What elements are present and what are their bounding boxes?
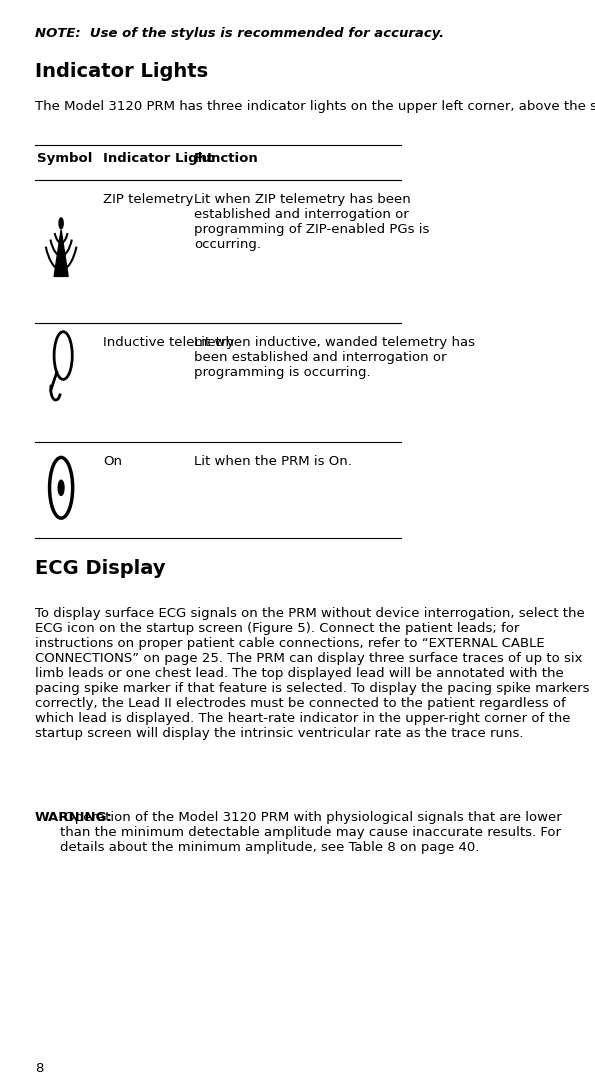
Text: Indicator Lights: Indicator Lights [35,62,208,81]
Text: Symbol: Symbol [37,152,93,165]
Text: To display surface ECG signals on the PRM without device interrogation, select t: To display surface ECG signals on the PR… [35,607,590,740]
Text: ZIP telemetry: ZIP telemetry [103,193,193,206]
Text: ECG Display: ECG Display [35,559,165,579]
Circle shape [59,218,63,229]
Text: NOTE:  Use of the stylus is recommended for accuracy.: NOTE: Use of the stylus is recommended f… [35,27,444,40]
Text: 8: 8 [35,1062,43,1075]
Text: WARNING:: WARNING: [35,811,113,824]
Polygon shape [54,230,68,276]
Text: The Model 3120 PRM has three indicator lights on the upper left corner, above th: The Model 3120 PRM has three indicator l… [35,100,595,113]
Text: Indicator Light: Indicator Light [103,152,214,165]
Text: Lit when inductive, wanded telemetry has
been established and interrogation or
p: Lit when inductive, wanded telemetry has… [194,336,475,379]
Text: Function: Function [194,152,259,165]
Text: Inductive telemetry: Inductive telemetry [103,336,234,349]
Circle shape [58,480,64,495]
Text: On: On [103,455,122,468]
Text: Lit when the PRM is On.: Lit when the PRM is On. [194,455,352,468]
Text: Operation of the Model 3120 PRM with physiological signals that are lower than t: Operation of the Model 3120 PRM with phy… [60,811,562,854]
Text: Lit when ZIP telemetry has been
established and interrogation or
programming of : Lit when ZIP telemetry has been establis… [194,193,430,251]
